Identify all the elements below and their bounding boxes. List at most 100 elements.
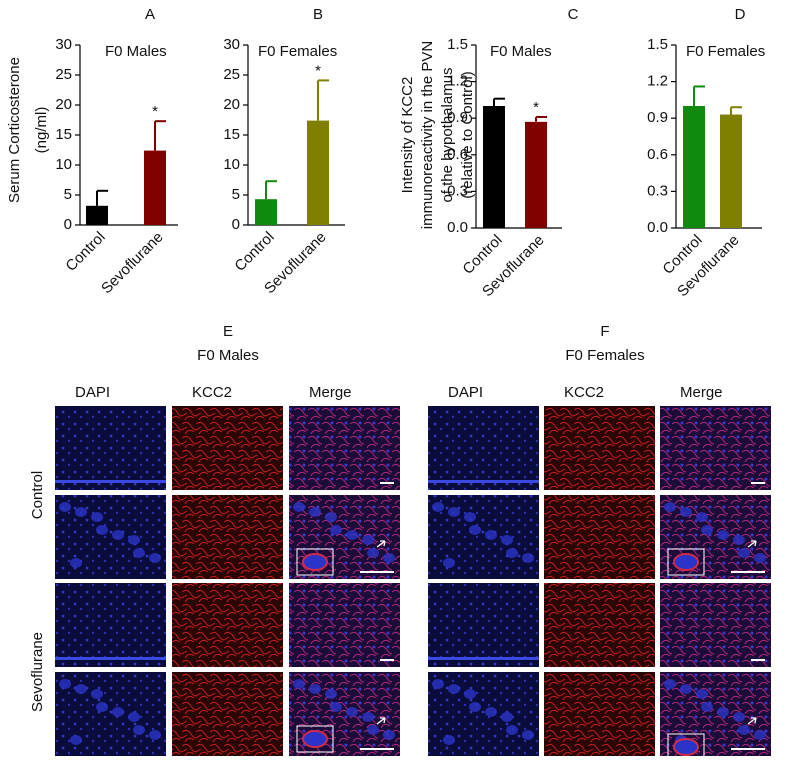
nucleus	[149, 553, 161, 563]
micrograph	[55, 406, 166, 490]
column-header: KCC2	[192, 384, 232, 401]
micrograph	[660, 583, 771, 667]
nucleus	[738, 548, 750, 558]
nucleus	[383, 553, 395, 563]
nucleus	[501, 535, 513, 545]
ventricle-edge	[55, 657, 166, 660]
y-axis-label: Serum Corticosterone	[6, 57, 23, 203]
nucleus	[733, 535, 745, 545]
nucleus	[91, 512, 103, 522]
y-tick-label: 1.5	[447, 36, 468, 53]
micrograph	[544, 406, 655, 490]
micrograph	[172, 495, 283, 579]
nucleus	[664, 679, 676, 689]
nucleus	[59, 679, 71, 689]
significance-star: *	[315, 62, 321, 79]
y-tick-label: 20	[55, 96, 72, 113]
nucleus	[680, 684, 692, 694]
inset-cell	[673, 553, 699, 571]
micrograph	[172, 406, 283, 490]
micrograph	[428, 583, 539, 667]
inset-box	[296, 725, 334, 753]
scale-bar	[731, 571, 765, 573]
nucleus	[701, 702, 713, 712]
y-tick-label: 10	[55, 156, 72, 173]
y-tick-label: 5	[64, 186, 72, 203]
bar	[86, 205, 108, 225]
scale-bar	[751, 482, 765, 484]
column-header: DAPI	[448, 384, 483, 401]
nucleus	[696, 689, 708, 699]
bar	[720, 114, 742, 228]
nucleus	[70, 735, 82, 745]
nucleus	[754, 553, 766, 563]
nucleus	[75, 684, 87, 694]
bar	[483, 106, 505, 228]
nucleus	[464, 512, 476, 522]
y-tick-label: 0	[64, 216, 72, 233]
bar	[307, 120, 329, 225]
column-header: Merge	[309, 384, 352, 401]
ventricle-edge	[428, 480, 539, 483]
nucleus	[330, 525, 342, 535]
y-axis-label: (ng/ml)	[33, 107, 50, 154]
micrograph	[428, 406, 539, 490]
nucleus	[443, 558, 455, 568]
y-tick-label: 30	[55, 36, 72, 53]
ventricle-edge	[428, 657, 539, 660]
micrograph	[544, 672, 655, 756]
scale-bar	[751, 659, 765, 661]
x-tick-label: Sevoflurane	[98, 229, 167, 298]
significance-star: *	[152, 103, 158, 120]
nucleus	[325, 689, 337, 699]
panel-title: F0 Females	[565, 347, 644, 364]
panel-title: F0 Males	[197, 347, 259, 364]
nucleus	[501, 712, 513, 722]
nucleus	[443, 735, 455, 745]
nucleus	[738, 725, 750, 735]
nucleus	[754, 730, 766, 740]
nucleus	[506, 548, 518, 558]
row-label: Control	[29, 471, 46, 519]
nucleus	[149, 730, 161, 740]
nucleus	[91, 689, 103, 699]
nucleus	[346, 707, 358, 717]
y-tick-label: 15	[55, 126, 72, 143]
nucleus	[432, 679, 444, 689]
nucleus	[128, 712, 140, 722]
nucleus	[522, 730, 534, 740]
y-tick-label: 0.0	[647, 219, 668, 236]
panel-label: B	[313, 6, 323, 23]
nucleus	[96, 525, 108, 535]
bar	[683, 106, 705, 228]
micrograph	[289, 406, 400, 490]
micrograph	[55, 583, 166, 667]
bar	[144, 150, 166, 225]
column-header: DAPI	[75, 384, 110, 401]
nucleus	[346, 530, 358, 540]
nucleus	[309, 684, 321, 694]
y-tick-label: 30	[223, 36, 240, 53]
y-tick-label: 0.0	[447, 219, 468, 236]
nucleus	[469, 702, 481, 712]
chart-title: F0 Males	[105, 43, 167, 60]
bar	[525, 121, 547, 228]
bar	[255, 199, 277, 225]
nucleus	[309, 507, 321, 517]
inset-cell	[673, 738, 699, 756]
nucleus	[112, 530, 124, 540]
scale-bar	[380, 482, 394, 484]
y-axis-label: Intensity of KCC2	[399, 77, 416, 194]
scale-bar	[731, 748, 765, 750]
nucleus	[485, 707, 497, 717]
row-label: Sevoflurane	[29, 632, 46, 712]
panel-label: A	[145, 6, 155, 23]
nucleus	[133, 725, 145, 735]
nucleus	[96, 702, 108, 712]
nucleus	[448, 684, 460, 694]
nucleus	[485, 530, 497, 540]
inset-cell	[302, 730, 328, 748]
nucleus	[701, 525, 713, 535]
y-tick-label: 25	[55, 66, 72, 83]
inset-box	[667, 548, 705, 576]
